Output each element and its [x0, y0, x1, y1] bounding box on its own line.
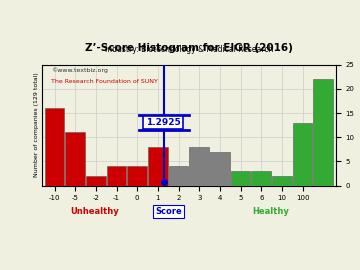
Bar: [189, 147, 209, 185]
Bar: [66, 132, 85, 185]
Bar: [314, 79, 333, 185]
Bar: [127, 166, 147, 185]
Bar: [148, 147, 168, 185]
Y-axis label: Number of companies (129 total): Number of companies (129 total): [34, 73, 39, 177]
Text: ©www.textbiz.org: ©www.textbiz.org: [51, 67, 108, 73]
Text: 1.2925: 1.2925: [145, 118, 180, 127]
Bar: [169, 166, 188, 185]
Text: Score: Score: [155, 207, 182, 216]
Bar: [231, 171, 251, 185]
Bar: [293, 123, 312, 185]
Text: The Research Foundation of SUNY: The Research Foundation of SUNY: [51, 79, 158, 84]
Text: Industry: Biotechnology & Medical Research: Industry: Biotechnology & Medical Resear…: [105, 45, 273, 54]
Text: Unhealthy: Unhealthy: [71, 207, 120, 216]
Title: Z’-Score Histogram for EIGR (2016): Z’-Score Histogram for EIGR (2016): [85, 43, 293, 53]
Bar: [45, 108, 64, 185]
Bar: [86, 176, 106, 185]
Bar: [252, 171, 271, 185]
Bar: [272, 176, 292, 185]
Bar: [107, 166, 126, 185]
Bar: [210, 152, 230, 185]
Text: Healthy: Healthy: [253, 207, 289, 216]
